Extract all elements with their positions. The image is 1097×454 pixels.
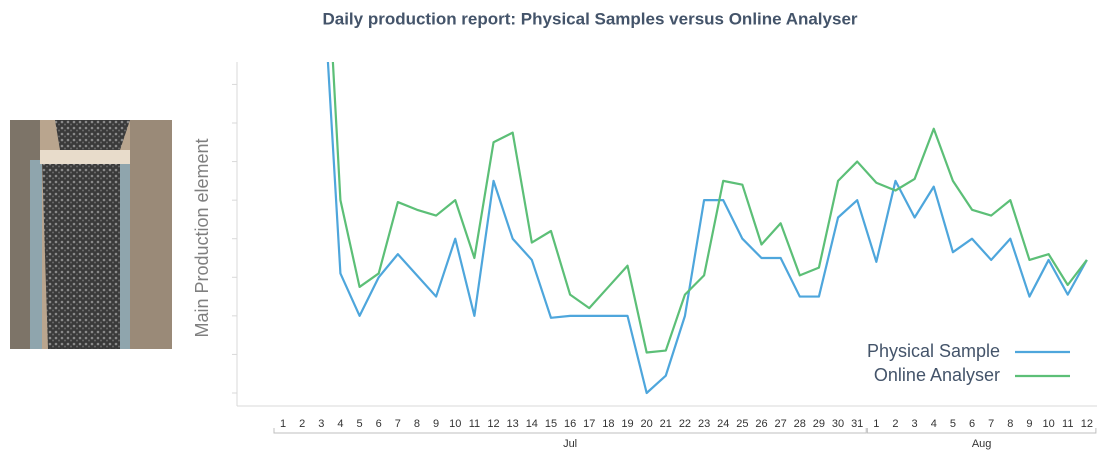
x-tick-label: 8	[414, 418, 420, 430]
x-tick-label: 6	[376, 418, 382, 430]
x-tick-label: 21	[660, 418, 672, 430]
x-tick-label: 26	[755, 418, 767, 430]
group-label: Jul	[563, 438, 577, 450]
x-tick-label: 22	[679, 418, 691, 430]
x-tick-label: 23	[698, 418, 710, 430]
x-tick-label: 13	[507, 418, 519, 430]
x-tick-label: 9	[1026, 418, 1032, 430]
x-tick-label: 3	[318, 418, 324, 430]
plot-area	[321, 0, 1087, 393]
x-tick-label: 6	[969, 418, 975, 430]
x-tick-label: 27	[775, 418, 787, 430]
x-tick-label: 9	[433, 418, 439, 430]
page: Daily production report: Physical Sample…	[0, 0, 1097, 454]
x-tick-label: 4	[931, 418, 937, 430]
x-tick-label: 31	[851, 418, 863, 430]
x-tick-label: 16	[564, 418, 576, 430]
x-tick-label: 4	[337, 418, 343, 430]
x-tick-label: 2	[299, 418, 305, 430]
x-tick-label: 10	[1042, 418, 1054, 430]
x-tick-label: 18	[602, 418, 614, 430]
x-tick-label: 1	[873, 418, 879, 430]
x-tick-label: 7	[395, 418, 401, 430]
x-tick-label: 1	[280, 418, 286, 430]
x-tick-label: 24	[717, 418, 729, 430]
x-tick-label: 10	[449, 418, 461, 430]
x-tick-label: 2	[892, 418, 898, 430]
x-tick-label: 30	[832, 418, 844, 430]
legend-label: Online Analyser	[874, 365, 1000, 385]
x-tick-label: 5	[950, 418, 956, 430]
x-tick-label: 12	[487, 418, 499, 430]
x-tick-label: 20	[641, 418, 653, 430]
x-tick-label: 15	[545, 418, 557, 430]
legend-label: Physical Sample	[867, 341, 1000, 361]
photo	[10, 120, 172, 349]
x-tick-label: 3	[912, 418, 918, 430]
x-tick-label: 29	[813, 418, 825, 430]
x-tick-label: 19	[621, 418, 633, 430]
x-tick-label: 28	[794, 418, 806, 430]
chart: Daily production report: Physical Sample…	[0, 0, 1097, 454]
x-tick-label: 5	[356, 418, 362, 430]
x-tick-label: 11	[1062, 418, 1073, 430]
x-tick-label: 25	[736, 418, 748, 430]
y-axis-label: Main Production element	[192, 138, 212, 337]
group-label: Aug	[972, 438, 992, 450]
x-tick-label: 12	[1081, 418, 1093, 430]
x-tick-label: 11	[469, 418, 480, 430]
chart-title: Daily production report: Physical Sample…	[322, 9, 857, 28]
x-tick-label: 17	[583, 418, 595, 430]
x-tick-label: 8	[1007, 418, 1013, 430]
series-line	[321, 0, 1087, 352]
x-tick-label: 14	[526, 418, 538, 430]
series-line	[321, 0, 1087, 393]
x-tick-label: 7	[988, 418, 994, 430]
